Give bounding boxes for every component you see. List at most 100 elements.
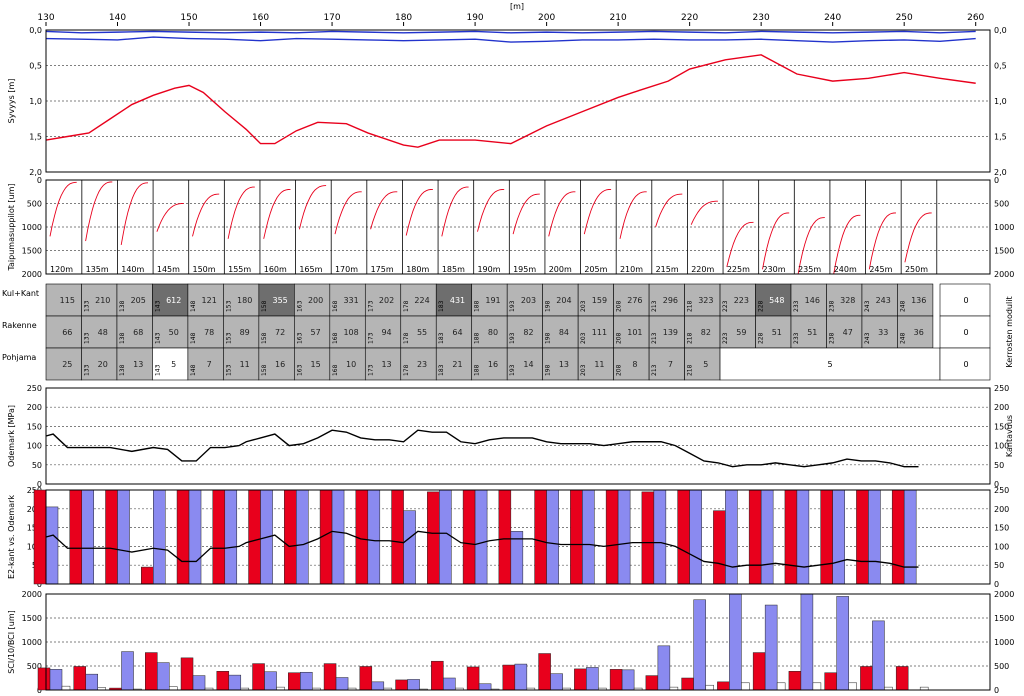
e2-red-bar — [891, 489, 905, 585]
station-mark: 213 — [651, 364, 658, 376]
sci-red-bar — [609, 669, 623, 691]
modulus-cell — [897, 315, 934, 349]
e2-red-bar — [677, 489, 690, 585]
deflection-basin-curve — [512, 193, 540, 235]
e2-odemark-line — [45, 530, 919, 568]
modulus-value: 82 — [701, 328, 711, 337]
sci-blue-bar — [85, 673, 99, 691]
e2-red-bar — [248, 489, 261, 585]
modulus-cell — [826, 283, 863, 317]
sci-white-bar — [812, 682, 822, 691]
modulus-value: 191 — [485, 296, 500, 305]
modulus-cell — [613, 315, 650, 349]
summary-value: 0 — [963, 360, 968, 369]
modulus-value: 13 — [559, 360, 569, 369]
sci-red-bar — [681, 677, 694, 691]
sci-blue-bar — [335, 677, 349, 691]
e2-blue-bar — [474, 489, 488, 585]
station-mark: 193 — [509, 332, 516, 344]
station-mark: 228 — [758, 332, 765, 344]
deflection-basin-curve — [477, 188, 505, 232]
modulus-cell — [755, 283, 792, 317]
modulus-value: 33 — [878, 328, 888, 337]
modulus-value: 80 — [488, 328, 498, 337]
modulus-value: 223 — [734, 296, 749, 305]
sci-white-bar — [169, 686, 178, 691]
station-label: 120m — [50, 265, 73, 274]
modulus-cell — [471, 347, 508, 381]
station-mark: 188 — [474, 300, 481, 312]
sci-red-bar — [824, 672, 837, 691]
e2-blue-bar — [760, 489, 774, 585]
y-tick-label: 200 — [27, 403, 42, 412]
top-axis-label: 260 — [967, 13, 984, 23]
station-label: 165m — [299, 265, 322, 274]
modulus-value: 7 — [668, 360, 673, 369]
station-mark: 218 — [687, 332, 694, 344]
modulus-cell — [648, 315, 685, 349]
modulus-value: 5 — [703, 360, 708, 369]
modulus-value: 84 — [559, 328, 569, 337]
modulus-value: 108 — [343, 328, 358, 337]
moduli-right-title: Kerrosten modulit — [1005, 296, 1014, 367]
y-tick-label: 500 — [27, 200, 42, 209]
e2-blue-bar — [439, 489, 452, 585]
station-label: 150m — [192, 265, 215, 274]
station-mark: 218 — [687, 300, 694, 312]
e2-red-bar — [105, 489, 118, 585]
deflection-basin-curve — [192, 193, 220, 237]
station-mark: 183 — [438, 300, 445, 312]
modulus-value: 68 — [133, 328, 143, 337]
modulus-cell — [684, 347, 721, 381]
modulus-cell — [223, 315, 260, 349]
e2-blue-bar — [296, 489, 309, 585]
sci-red-bar — [574, 668, 587, 691]
sci-blue-bar — [800, 593, 814, 691]
modulus-value: 202 — [379, 296, 394, 305]
y-tick-label-right: 2000 — [994, 590, 1014, 599]
station-mark: 148 — [190, 332, 197, 344]
y-tick-label: 1500 — [22, 247, 42, 256]
station-mark: 208 — [616, 364, 623, 376]
y-tick-label: 0 — [37, 686, 42, 695]
e2-vs-odemark-panel: 005050100100150150200200250250E2-kant vs… — [7, 486, 1009, 589]
depth-series-line — [45, 30, 976, 34]
e2-red-bar — [33, 489, 47, 585]
y-tick-label: 50 — [32, 461, 42, 470]
station-label: 205m — [584, 265, 607, 274]
modulus-value: 48 — [98, 328, 108, 337]
modulus-cell — [81, 315, 118, 349]
modulus-value: 115 — [60, 296, 75, 305]
modulus-cell — [81, 347, 118, 381]
e2-blue-bar — [617, 489, 631, 585]
e2-red-bar — [748, 489, 762, 585]
station-mark: 243 — [864, 332, 871, 344]
y-axis-title: Odemark [MPa] — [7, 405, 16, 467]
modulus-value: 5 — [171, 360, 176, 369]
modulus-value: 11 — [594, 360, 604, 369]
modulus-cell — [364, 315, 402, 349]
modulus-value: 10 — [346, 360, 356, 369]
e2-red-bar — [69, 489, 83, 585]
y-tick-label: 2000 — [22, 270, 42, 279]
e2-blue-bar — [725, 489, 738, 585]
sci-blue-bar — [872, 620, 885, 691]
station-label: 240m — [834, 265, 857, 274]
station-label: 250m — [905, 265, 928, 274]
row-label: Pohjama — [2, 353, 36, 362]
station-label: 210m — [620, 265, 643, 274]
modulus-cell — [506, 315, 543, 349]
deflection-basin-curve — [334, 191, 362, 235]
e2-frame — [45, 489, 991, 585]
e2-red-bar — [784, 489, 798, 585]
modulus-value: 548 — [769, 296, 784, 305]
y-tick-label: 0 — [37, 480, 42, 489]
sci-red-bar — [37, 667, 51, 691]
modulus-value: 11 — [240, 360, 250, 369]
axis-unit-label: [m] — [510, 2, 524, 11]
station-mark: 153 — [225, 364, 232, 376]
sci-blue-bar — [621, 669, 635, 691]
deflection-basins-panel: 0 0 500 500 1000 1000 1500 1500 2000 2000 Taipumas… — [7, 176, 1014, 279]
